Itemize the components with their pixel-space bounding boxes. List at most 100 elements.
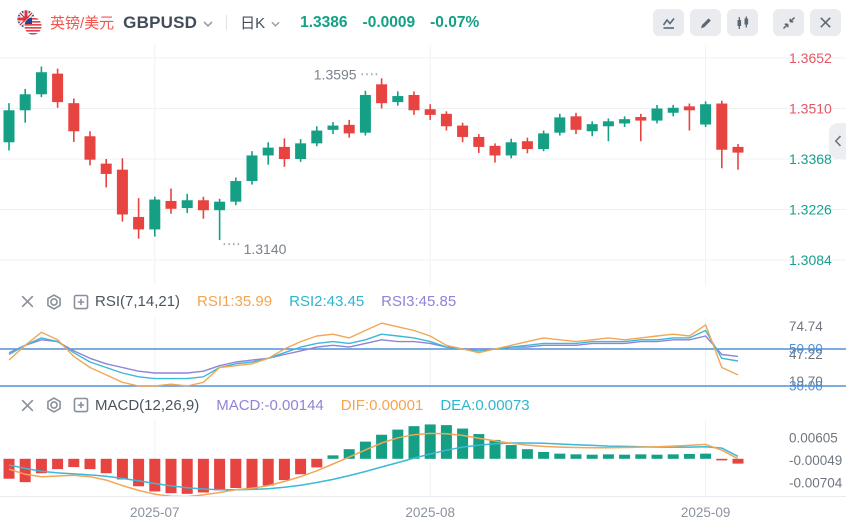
candle-body xyxy=(246,155,258,182)
chart-toolbar xyxy=(653,9,841,36)
price-axis-label: 1.3652 xyxy=(789,50,832,66)
macd-bar xyxy=(197,458,209,493)
chevron-left-icon xyxy=(834,135,841,147)
candle-body xyxy=(278,146,290,159)
candle-body xyxy=(165,200,177,209)
candle-body xyxy=(343,124,355,134)
candlestick-canvas[interactable]: 1.3595 1.3140 1.3652 1.3510 1.3368 1.3226 1.30… xyxy=(0,45,846,285)
macd-bar xyxy=(602,454,614,459)
period-label: 日K xyxy=(240,15,266,32)
candle-body xyxy=(635,117,647,121)
macd-bar xyxy=(440,425,452,459)
candle-body xyxy=(538,133,550,150)
gear-icon xyxy=(47,397,61,413)
macd-bar xyxy=(424,424,436,459)
rsi2-value: RSI2:43.45 xyxy=(289,293,365,310)
macd-bar xyxy=(84,458,96,470)
chevron-down-icon xyxy=(203,20,213,27)
high-price-annotation: 1.3595 xyxy=(314,66,357,82)
candle-body xyxy=(457,125,469,137)
rsi-axis-label: 19.70 xyxy=(789,374,823,389)
line-chart-button[interactable] xyxy=(653,9,684,36)
macd-bar xyxy=(473,434,485,459)
candle-body xyxy=(262,147,274,156)
line-chart-icon xyxy=(662,17,675,29)
period-selector[interactable]: 日K xyxy=(240,12,280,33)
add-indicator-button[interactable] xyxy=(72,396,90,414)
macd-bar xyxy=(230,458,242,489)
quote-strip: 1.3386 -0.0009 -0.07% xyxy=(300,14,479,32)
candle-body xyxy=(116,169,128,215)
candle-body xyxy=(214,201,226,211)
dif-value: DIF:0.00001 xyxy=(340,396,424,414)
macd-bar xyxy=(149,458,161,492)
remove-macd-button[interactable] xyxy=(19,397,36,414)
collapse-button[interactable] xyxy=(773,9,804,36)
chart-type-button[interactable] xyxy=(727,9,758,36)
candle-body xyxy=(683,106,695,111)
rsi-header: RSI(7,14,21) RSI1:35.99 RSI2:43.45 RSI3:… xyxy=(0,285,846,318)
macd-bar xyxy=(3,458,15,479)
macd-panel[interactable]: 0.00605 -0.00049 -0.00704 xyxy=(0,420,846,498)
candle-body xyxy=(133,216,145,230)
macd-canvas[interactable]: 0.00605 -0.00049 -0.00704 xyxy=(0,420,846,498)
macd-bar xyxy=(408,426,420,459)
rsi-panel[interactable]: 74.74 47.22 19.70 50.00 30.00 xyxy=(0,318,846,394)
rsi-axis-label: 74.74 xyxy=(789,319,823,334)
plus-square-icon xyxy=(73,294,89,309)
candle-body xyxy=(376,84,388,104)
macd-settings-button[interactable] xyxy=(45,396,63,414)
macd-bar xyxy=(376,434,388,459)
candle-body xyxy=(408,94,420,111)
macd-bar xyxy=(489,439,501,459)
candle-body xyxy=(35,72,47,95)
candlestick-panel[interactable]: 1.3595 1.3140 1.3652 1.3510 1.3368 1.3226 1.30… xyxy=(0,45,846,285)
rsi1-value: RSI1:35.99 xyxy=(197,293,273,310)
candle-body xyxy=(554,117,566,133)
macd-bar xyxy=(100,458,112,474)
candle-body xyxy=(732,146,744,153)
macd-bar xyxy=(732,458,744,464)
macd-bar xyxy=(311,458,323,468)
candle-body xyxy=(230,181,242,202)
chevron-down-icon xyxy=(271,21,280,27)
macd-bar xyxy=(651,454,663,459)
candle-body xyxy=(424,109,436,115)
candle-body xyxy=(505,142,517,156)
divider xyxy=(226,15,228,30)
candle-body xyxy=(489,145,501,156)
macd-axis-label: -0.00049 xyxy=(789,453,842,468)
macd-bar xyxy=(52,458,64,470)
close-button[interactable] xyxy=(810,9,841,36)
add-indicator-button[interactable] xyxy=(72,293,90,311)
macd-axis-label: 0.00605 xyxy=(789,431,838,446)
rsi1-line xyxy=(8,322,739,387)
remove-rsi-button[interactable] xyxy=(19,293,36,310)
candle-body xyxy=(327,125,339,130)
candle-body xyxy=(295,143,307,159)
price-change: -0.0009 xyxy=(362,13,416,31)
candle-body xyxy=(700,104,712,125)
close-icon xyxy=(21,295,34,308)
macd-bar xyxy=(554,453,566,459)
macd-bar xyxy=(246,458,258,490)
candle-body xyxy=(392,96,404,103)
date-axis-label: 2025-08 xyxy=(405,505,455,520)
macd-histogram xyxy=(3,424,744,494)
macd-bar xyxy=(667,454,679,459)
panel-expand-handle[interactable] xyxy=(829,123,846,159)
rsi-canvas[interactable]: 74.74 47.22 19.70 50.00 30.00 xyxy=(0,318,846,394)
plus-square-icon xyxy=(73,397,89,413)
price-axis-label: 1.3510 xyxy=(789,101,832,117)
candle-body xyxy=(52,73,64,103)
dea-line xyxy=(8,442,739,491)
dif-line xyxy=(8,432,739,498)
macd-bar xyxy=(392,429,404,459)
candle-body xyxy=(3,110,15,143)
rsi-settings-button[interactable] xyxy=(45,293,63,311)
macd-bar xyxy=(262,458,274,486)
rsi3-line xyxy=(8,335,739,374)
draw-button[interactable] xyxy=(690,9,721,36)
price-axis: 1.3652 1.3510 1.3368 1.3226 1.3084 xyxy=(789,50,832,268)
symbol-selector[interactable]: GBPUSD xyxy=(123,13,213,33)
